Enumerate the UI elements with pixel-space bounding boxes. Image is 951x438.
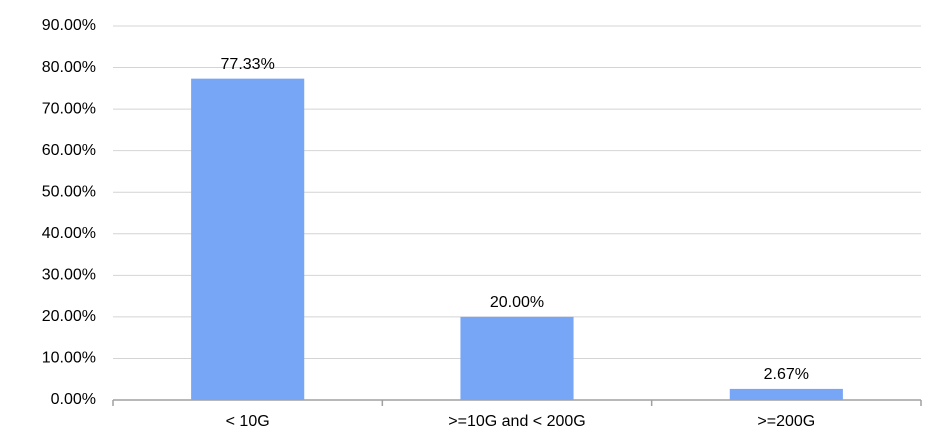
x-tick-label: < 10G <box>226 413 270 430</box>
y-tick-label: 40.00% <box>42 225 96 242</box>
y-tick-label: 90.00% <box>42 17 96 34</box>
y-tick-label: 70.00% <box>42 100 96 117</box>
y-tick-label: 80.00% <box>42 59 96 76</box>
data-label: 77.33% <box>221 56 275 73</box>
x-tick-label: >=200G <box>757 413 815 430</box>
x-tick-label: >=10G and < 200G <box>448 413 585 430</box>
y-tick-label: 60.00% <box>42 142 96 159</box>
y-tick-label: 30.00% <box>42 267 96 284</box>
y-tick-label: 50.00% <box>42 183 96 200</box>
bar <box>729 388 843 400</box>
data-label: 20.00% <box>490 294 544 311</box>
y-tick-label: 20.00% <box>42 308 96 325</box>
y-tick-label: 10.00% <box>42 350 96 367</box>
data-label: 2.67% <box>764 366 809 383</box>
bar <box>191 78 305 401</box>
y-tick-label: 0.00% <box>51 391 96 408</box>
bar <box>460 316 574 400</box>
